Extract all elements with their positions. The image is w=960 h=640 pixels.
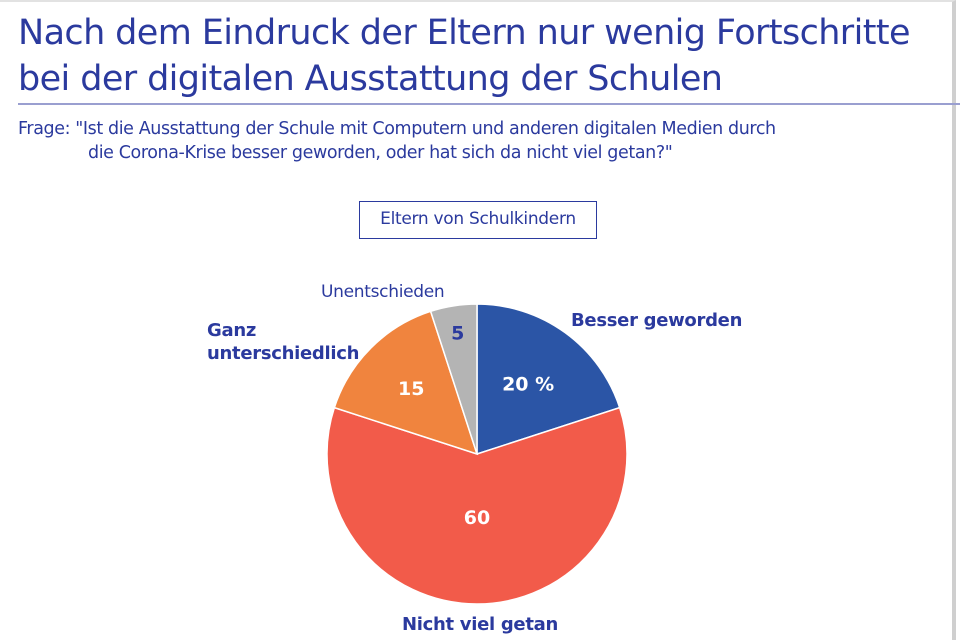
pie-value-besser-geworden: 20 %: [502, 374, 554, 396]
survey-question: Frage: "Ist die Ausstattung der Schule m…: [18, 117, 938, 165]
question-line-2: die Corona-Krise besser geworden, oder h…: [88, 143, 673, 163]
title-line-1: Nach dem Eindruck der Eltern nur wenig F…: [18, 13, 911, 53]
chart-title: Nach dem Eindruck der Eltern nur wenig F…: [18, 10, 958, 102]
title-divider: [18, 103, 960, 105]
pie-slice-nicht-viel-getan: [326, 406, 628, 605]
slice-label-ganz-line-2: unterschiedlich: [207, 343, 360, 364]
slice-label-unentschieden: Unentschieden: [321, 282, 445, 302]
pie-slice-besser-geworden: [476, 303, 621, 456]
pie-value-unentschieden: 5: [451, 323, 464, 345]
title-line-2: bei der digitalen Ausstattung der Schule…: [18, 59, 723, 99]
slice-label-ganz-line-1: Ganz: [207, 320, 257, 341]
pie-slice-ganz-unterschiedlich: [333, 310, 479, 456]
pie-value-nicht-viel-getan: 60: [464, 507, 490, 529]
population-badge: Eltern von Schulkindern: [359, 201, 597, 239]
pie-value-labels: 20 % 60 15 5: [398, 323, 554, 529]
slice-label-besser-geworden: Besser geworden: [571, 310, 743, 331]
pie-slices: [326, 303, 628, 605]
pie-value-ganz-unterschiedlich: 15: [398, 378, 424, 400]
slice-label-nicht-viel-getan: Nicht viel getan: [402, 614, 558, 635]
question-line-1: Frage: "Ist die Ausstattung der Schule m…: [18, 119, 776, 139]
pie-slice-unentschieden: [429, 303, 478, 455]
